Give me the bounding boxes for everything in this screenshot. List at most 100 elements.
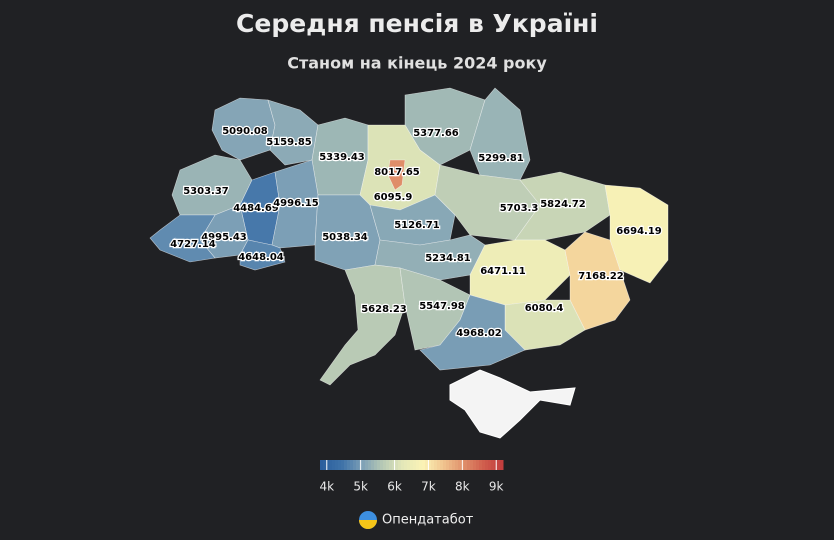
region-value-label: 5303.37 — [183, 186, 229, 197]
colorbar-segment — [473, 460, 477, 470]
colorbar-segment — [356, 460, 360, 470]
region-value-label: 5377.66 — [413, 128, 459, 139]
region — [387, 159, 406, 191]
colorbar-segment — [386, 460, 390, 470]
colorbar-segment — [413, 460, 417, 470]
colorbar-segment — [353, 460, 357, 470]
colorbar-segment — [479, 460, 483, 470]
region-value-label: 5159.85 — [266, 137, 312, 148]
colorbar-segment — [470, 460, 474, 470]
region — [469, 87, 531, 181]
colorbar-segment — [446, 460, 450, 470]
colorbar-segment — [467, 460, 471, 470]
colorbar-segment — [383, 460, 387, 470]
region-value-label: 5824.72 — [540, 199, 586, 210]
region-value-label: 4968.02 — [456, 328, 502, 339]
crimea — [449, 369, 576, 439]
colorbar-segment — [326, 460, 330, 470]
colorbar-segment — [452, 460, 456, 470]
colorbar-segment — [332, 460, 336, 470]
colorbar-segment — [440, 460, 444, 470]
colorbar-segment — [404, 460, 408, 470]
colorbar-segment — [428, 460, 432, 470]
region — [604, 184, 669, 284]
region — [319, 264, 406, 386]
region-value-label: 6080.4 — [525, 303, 564, 314]
colorbar-segment — [377, 460, 381, 470]
colorbar-segment — [464, 460, 468, 470]
colorbar-segment — [437, 460, 441, 470]
region-value-label: 5234.81 — [425, 253, 471, 264]
colorbar-segment — [476, 460, 480, 470]
region-value-label: 5126.71 — [394, 220, 440, 231]
colorbar-segment — [323, 460, 327, 470]
colorbar-segment — [320, 460, 324, 470]
colorbar-segment — [368, 460, 372, 470]
region-value-label: 5628.23 — [361, 304, 407, 315]
title: Середня пенсія в Україні — [236, 9, 598, 38]
colorbar-segment — [482, 460, 486, 470]
colorbar-segment — [389, 460, 393, 470]
colorbar-segment — [329, 460, 333, 470]
colorbar-segment — [458, 460, 462, 470]
colorbar-segment — [410, 460, 414, 470]
region — [271, 159, 319, 249]
colorbar-segment — [392, 460, 396, 470]
colorbar-segment — [371, 460, 375, 470]
colorbar-segment — [380, 460, 384, 470]
region-value-label: 4996.15 — [273, 198, 319, 209]
region-value-label: 6694.19 — [616, 226, 662, 237]
colorbar-segment — [398, 460, 402, 470]
colorbar-segment — [449, 460, 453, 470]
region-value-label: 7168.22 — [578, 271, 624, 282]
colorbar-segment — [500, 460, 504, 470]
region-value-label: 5090.08 — [222, 126, 268, 137]
colorbar-segment — [365, 460, 369, 470]
colorbar-segment — [455, 460, 459, 470]
region-value-label: 5299.81 — [478, 153, 524, 164]
colorbar-segment — [350, 460, 354, 470]
colorbar-segment — [431, 460, 435, 470]
source: Опендатабот — [382, 513, 474, 528]
colorbar-segment — [344, 460, 348, 470]
colorbar-tick-label: 9k — [489, 480, 504, 494]
colorbar-segment — [347, 460, 351, 470]
region-value-label: 4727.14 — [170, 239, 216, 250]
colorbar-segment — [419, 460, 423, 470]
region-value-label: 5547.98 — [419, 301, 465, 312]
colorbar-segment — [485, 460, 489, 470]
colorbar-segment — [362, 460, 366, 470]
colorbar-segment — [488, 460, 492, 470]
region — [267, 99, 319, 166]
colorbar-segment — [341, 460, 345, 470]
colorbar-segment — [434, 460, 438, 470]
colorbar-segment — [395, 460, 399, 470]
region-value-label: 6471.11 — [480, 266, 526, 277]
colorbar-segment — [443, 460, 447, 470]
colorbar-tick-label: 7k — [421, 480, 436, 494]
subtitle: Станом на кінець 2024 року — [287, 54, 547, 73]
region-value-label: 8017.65 — [374, 167, 420, 178]
colorbar-segment — [374, 460, 378, 470]
colorbar-segment — [491, 460, 495, 470]
region — [239, 239, 286, 271]
colorbar-segment — [338, 460, 342, 470]
colorbar-segment — [416, 460, 420, 470]
colorbar-segment — [401, 460, 405, 470]
region-value-label: 5339.43 — [319, 152, 365, 163]
region — [469, 239, 571, 306]
region-value-label: 4995.43 — [201, 232, 247, 243]
colorbar-tick-label: 5k — [353, 480, 368, 494]
colorbar-segment — [425, 460, 429, 470]
colorbar-segment — [335, 460, 339, 470]
region-value-label: 6095.9 — [374, 192, 413, 203]
region-value-label: 4648.04 — [238, 252, 284, 263]
logo-icon-half — [359, 520, 377, 529]
region-value-label: 5038.34 — [322, 232, 368, 243]
region — [564, 231, 631, 331]
region — [149, 214, 216, 263]
colorbar-segment — [497, 460, 501, 470]
region — [419, 294, 526, 371]
colorbar-tick-label: 4k — [319, 480, 334, 494]
